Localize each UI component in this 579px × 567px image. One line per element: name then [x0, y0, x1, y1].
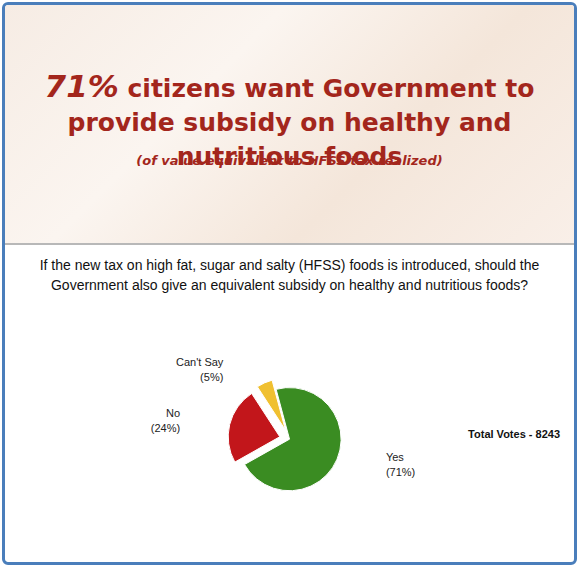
svg-text:(5%): (5%) — [200, 371, 223, 383]
svg-text:Total Votes - 8243: Total Votes - 8243 — [468, 428, 560, 440]
html-text:If the new tax on high fat, su: If the new tax on high fat, sugar and sa… — [39, 257, 540, 293]
html-text:(of value equivalent to HFSS t: (of value equivalent to HFSS tax realize… — [136, 153, 443, 168]
svg-text:(24%): (24%) — [151, 422, 180, 434]
html-text:71%citizens want Government to: 71%citizens want Government to provide s… — [44, 68, 535, 171]
svg-text:Yes: Yes — [386, 451, 404, 463]
svg-text:No: No — [166, 407, 180, 419]
svg-text:Can't Say: Can't Say — [176, 356, 224, 368]
svg-text:(71%): (71%) — [386, 466, 415, 478]
